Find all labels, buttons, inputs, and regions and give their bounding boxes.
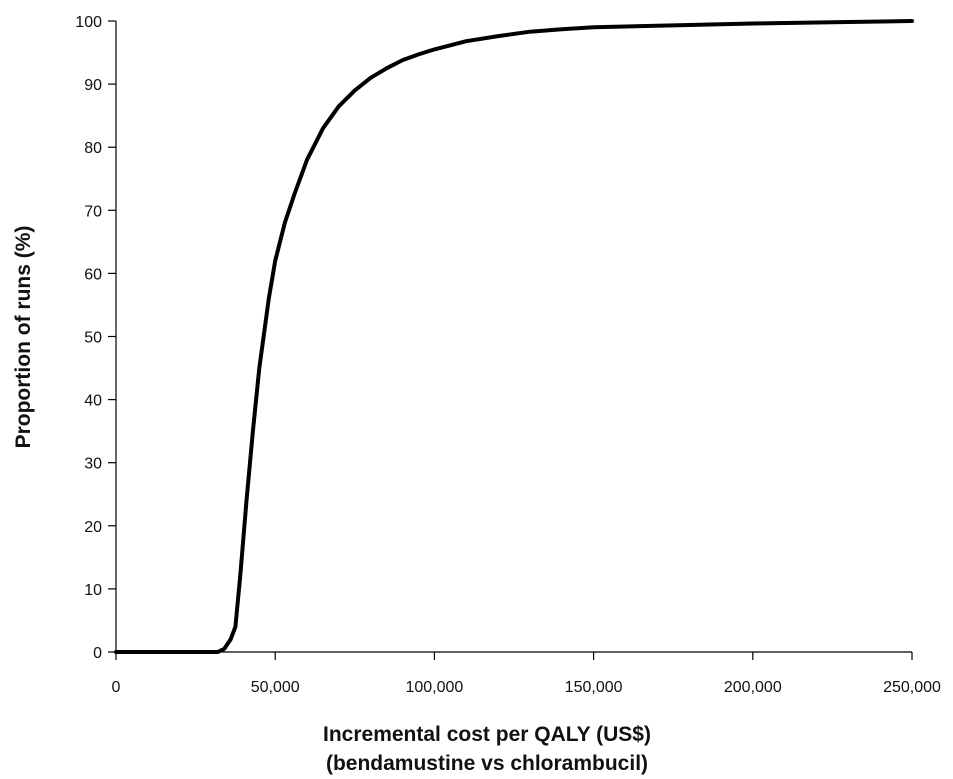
x-tick-label: 100,000 [405, 679, 463, 696]
y-tick-label: 0 [93, 645, 102, 662]
y-tick-label: 20 [84, 519, 102, 536]
x-tick-label: 150,000 [565, 679, 623, 696]
y-tick-label: 10 [84, 582, 102, 599]
y-tick-label: 50 [84, 330, 102, 347]
y-tick-label: 60 [84, 266, 102, 283]
y-tick-label: 100 [75, 14, 102, 31]
x-axis-title-line2: (bendamustine vs chlorambucil) [326, 752, 648, 775]
y-tick-label: 40 [84, 393, 102, 410]
x-axis-title: Incremental cost per QALY (US$) [323, 723, 651, 746]
plot-area [114, 19, 914, 654]
axes [115, 21, 912, 653]
y-tick-label: 90 [84, 77, 102, 94]
y-axis-title: Proportion of runs (%) [12, 226, 35, 449]
y-tick-label: 70 [84, 203, 102, 220]
y-tick-label: 30 [84, 456, 102, 473]
x-tick-label: 50,000 [251, 679, 300, 696]
x-tick-label: 0 [112, 679, 121, 696]
x-tick-label: 200,000 [724, 679, 782, 696]
series-line [114, 19, 914, 654]
x-tick-label: 250,000 [883, 679, 941, 696]
ticks: 0 10 20 30 40 50 60 70 80 90 100 0 50,000 100,000 150,… [75, 14, 941, 696]
y-tick-label: 80 [84, 140, 102, 157]
